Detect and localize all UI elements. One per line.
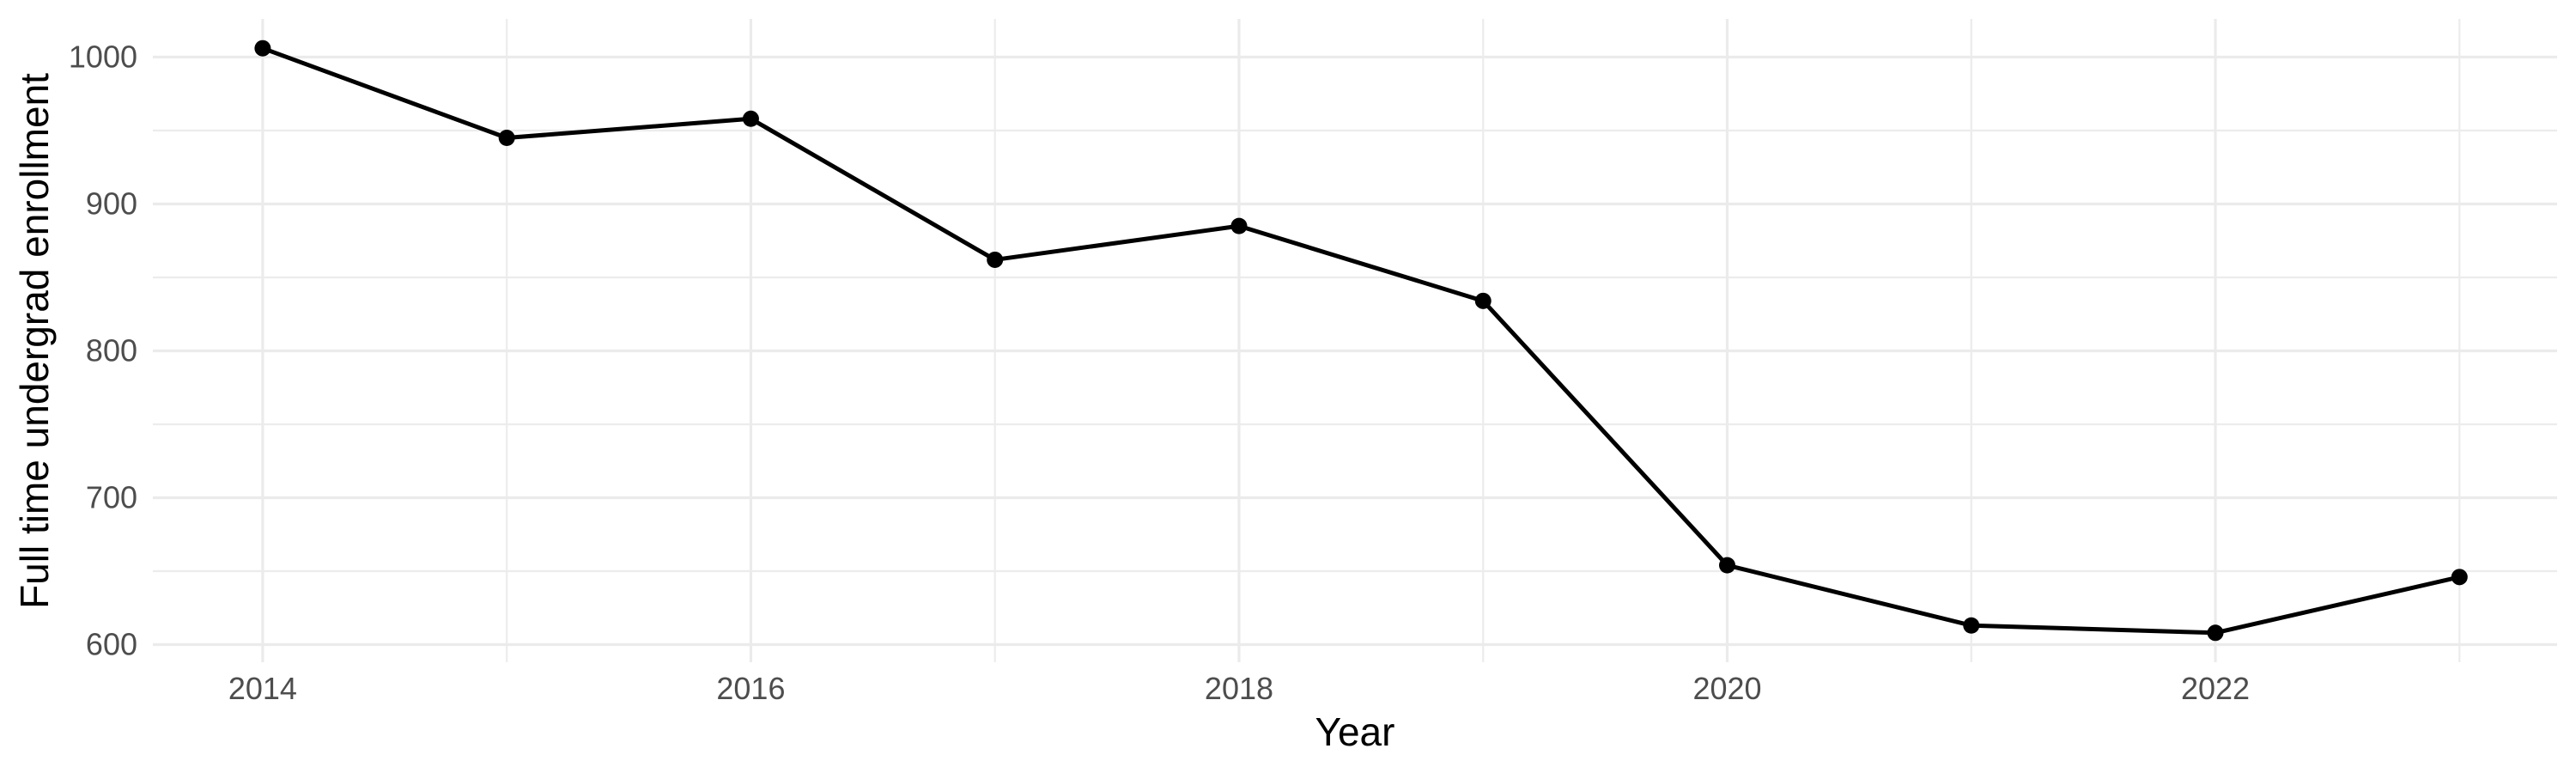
- data-point-2022: [2207, 624, 2224, 642]
- x-tick-label-2014: 2014: [228, 671, 297, 706]
- y-axis-title: Full time undergrad enrollment: [12, 73, 57, 609]
- y-tick-label-900: 900: [86, 186, 137, 221]
- x-tick-label-2022: 2022: [2181, 671, 2250, 706]
- x-axis-title: Year: [1315, 709, 1395, 754]
- data-point-2017: [987, 251, 1004, 268]
- y-tick-label-600: 600: [86, 626, 137, 661]
- data-point-2021: [1963, 617, 1980, 634]
- y-tick-label-800: 800: [86, 332, 137, 368]
- data-point-2014: [254, 40, 271, 57]
- y-tick-label-1000: 1000: [69, 39, 137, 74]
- data-line: [262, 46, 2460, 636]
- x-tick-label-2018: 2018: [1205, 671, 1273, 706]
- data-point-2016: [742, 110, 759, 127]
- data-point-2018: [1230, 217, 1248, 234]
- data-point-2019: [1474, 292, 1492, 309]
- x-tick-label-2020: 2020: [1692, 671, 1761, 706]
- data-point-2023: [2451, 569, 2468, 586]
- axis-layer: 2014 2016 2018 2020 2022 600 700 800 900 1000: [69, 39, 2250, 706]
- gridline-layer: [153, 19, 2557, 662]
- data-point-2020: [1719, 557, 1736, 574]
- data-point-2015: [498, 130, 515, 147]
- data-layer: [254, 40, 2468, 642]
- x-tick-label-2016: 2016: [716, 671, 785, 706]
- y-tick-label-700: 700: [86, 479, 137, 514]
